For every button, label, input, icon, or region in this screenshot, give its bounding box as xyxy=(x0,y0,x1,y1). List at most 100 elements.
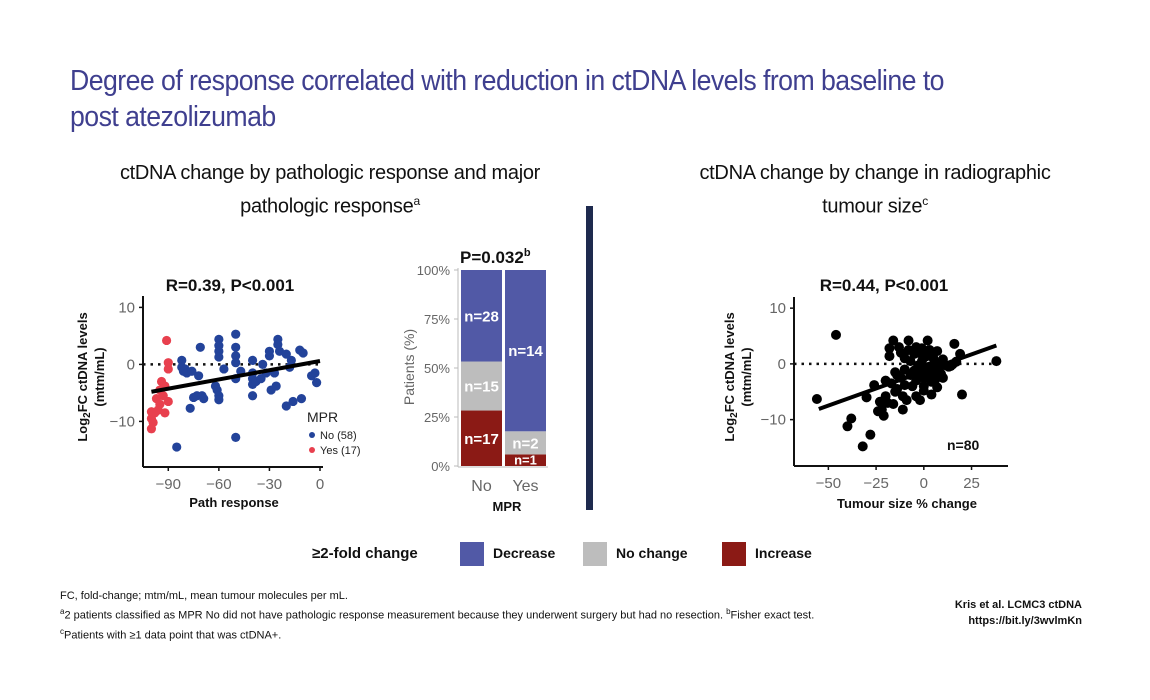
bar-segment-label: n=14 xyxy=(508,343,543,360)
scatter1-y-label: Log2FC ctDNA levels xyxy=(75,312,93,441)
data-point xyxy=(846,413,857,424)
bar-y-tick-label: 0% xyxy=(431,459,450,474)
y-tick-label: 0 xyxy=(778,356,786,373)
bar-segment-label: n=15 xyxy=(464,379,499,396)
y-tick-label: −10 xyxy=(761,412,786,429)
data-point xyxy=(163,396,173,407)
bar-y-tick-label: 100% xyxy=(417,263,451,278)
bar-category-label: Yes xyxy=(512,478,538,495)
data-point xyxy=(231,351,241,361)
path-response-scatter: R=0.39, P<0.001 −90 −60 −30 0 10 0 −10 Path re… xyxy=(75,276,361,510)
bar-y-label: Patients (%) xyxy=(401,329,417,405)
data-point xyxy=(926,389,937,400)
data-point xyxy=(888,335,899,346)
data-point xyxy=(899,380,910,391)
data-point xyxy=(937,372,948,383)
scatter2-stat-title: R=0.44, P<0.001 xyxy=(820,276,949,295)
bar-segment-decrease xyxy=(461,270,502,362)
data-point xyxy=(231,342,241,352)
bar-category-label: No xyxy=(471,478,492,495)
data-point xyxy=(177,355,187,366)
citation-link[interactable]: https://bit.ly/3wvlmKn xyxy=(968,615,1082,627)
bar-y-tick-label: 75% xyxy=(424,312,450,327)
x-tick-label: −25 xyxy=(863,475,888,492)
legend-swatch-increase xyxy=(722,542,746,566)
y-tick-label: 10 xyxy=(118,299,135,316)
scatter1-stat-title: R=0.39, P<0.001 xyxy=(166,276,295,295)
data-point xyxy=(163,364,173,374)
data-point xyxy=(897,404,908,415)
data-point xyxy=(155,399,165,409)
scatter1-y-label-units: (mtm/mL) xyxy=(92,347,107,406)
data-point xyxy=(884,351,895,362)
x-tick-label: −30 xyxy=(257,476,282,493)
bar-x-label: MPR xyxy=(493,499,523,514)
data-point xyxy=(874,396,885,407)
bar-segment-no-change xyxy=(505,431,546,455)
data-point xyxy=(924,344,935,355)
mpr-legend: MPR No (58) Yes (17) xyxy=(307,409,361,457)
y-tick-label: 0 xyxy=(127,356,135,373)
data-point xyxy=(247,391,258,401)
data-point xyxy=(296,394,307,404)
mpr-legend-title: MPR xyxy=(307,409,338,425)
data-point xyxy=(918,385,929,396)
right-section-title: ctDNA change by change in radiographic t… xyxy=(670,159,1080,221)
x-tick-label: −50 xyxy=(816,475,841,492)
data-point xyxy=(172,442,182,452)
bar-segment-label: n=2 xyxy=(512,435,538,452)
data-point xyxy=(214,352,224,362)
legend-label-decrease: Decrease xyxy=(493,545,556,561)
x-tick-label: −90 xyxy=(156,476,181,493)
data-point xyxy=(148,417,158,428)
data-point xyxy=(878,410,889,421)
data-point xyxy=(162,335,172,346)
x-tick-label: 25 xyxy=(963,475,980,492)
data-point xyxy=(298,348,308,358)
data-point xyxy=(185,403,195,413)
data-point xyxy=(271,381,281,391)
data-point xyxy=(264,351,275,361)
section-divider xyxy=(586,206,593,510)
data-point xyxy=(915,395,925,406)
scatter2-x-label: Tumour size % change xyxy=(837,496,977,511)
data-point xyxy=(195,342,205,352)
bar-segment-label: n=1 xyxy=(514,453,537,468)
y-tick-label: −10 xyxy=(110,413,135,430)
legend-swatch-no-change xyxy=(583,542,607,566)
data-point xyxy=(842,421,853,432)
scatter2-n-annotation: n=80 xyxy=(947,437,980,453)
bar-segment-decrease xyxy=(505,270,546,432)
footnote-abbreviations: FC, fold-change; mtm/mL, mean tumour mol… xyxy=(60,590,348,602)
data-point xyxy=(231,358,241,368)
data-point xyxy=(857,441,868,452)
x-tick-label: −60 xyxy=(206,476,231,493)
data-point xyxy=(187,366,197,376)
bar-segment-increase xyxy=(505,454,546,466)
bar-y-tick-label: 25% xyxy=(424,410,450,425)
scatter2-y-label: Log2FC ctDNA levels xyxy=(722,312,740,441)
legend-swatch-decrease xyxy=(460,542,484,566)
data-point xyxy=(932,346,943,357)
data-point xyxy=(991,356,1002,367)
left-section-title: ctDNA change by pathologic response and … xyxy=(90,159,570,221)
data-point xyxy=(916,343,927,354)
data-point xyxy=(231,432,241,442)
mpr-legend-yes-label: Yes (17) xyxy=(320,445,361,457)
y-tick-label: 10 xyxy=(769,300,786,317)
data-point xyxy=(258,359,268,369)
data-point xyxy=(247,355,258,366)
data-point xyxy=(811,394,822,404)
scatter2-y-label-units: (mtm/mL) xyxy=(739,347,754,406)
data-point xyxy=(903,335,914,346)
data-point xyxy=(199,394,209,404)
footnote-mark-c: c xyxy=(922,194,928,208)
mpr-legend-yes-marker xyxy=(309,447,315,453)
footnotes: FC, fold-change; mtm/mL, mean tumour mol… xyxy=(60,588,814,643)
bar-segment-no-change xyxy=(461,361,502,411)
data-point xyxy=(219,364,229,374)
data-point xyxy=(957,389,967,400)
data-point xyxy=(890,386,901,397)
mpr-legend-no-marker xyxy=(309,432,315,438)
